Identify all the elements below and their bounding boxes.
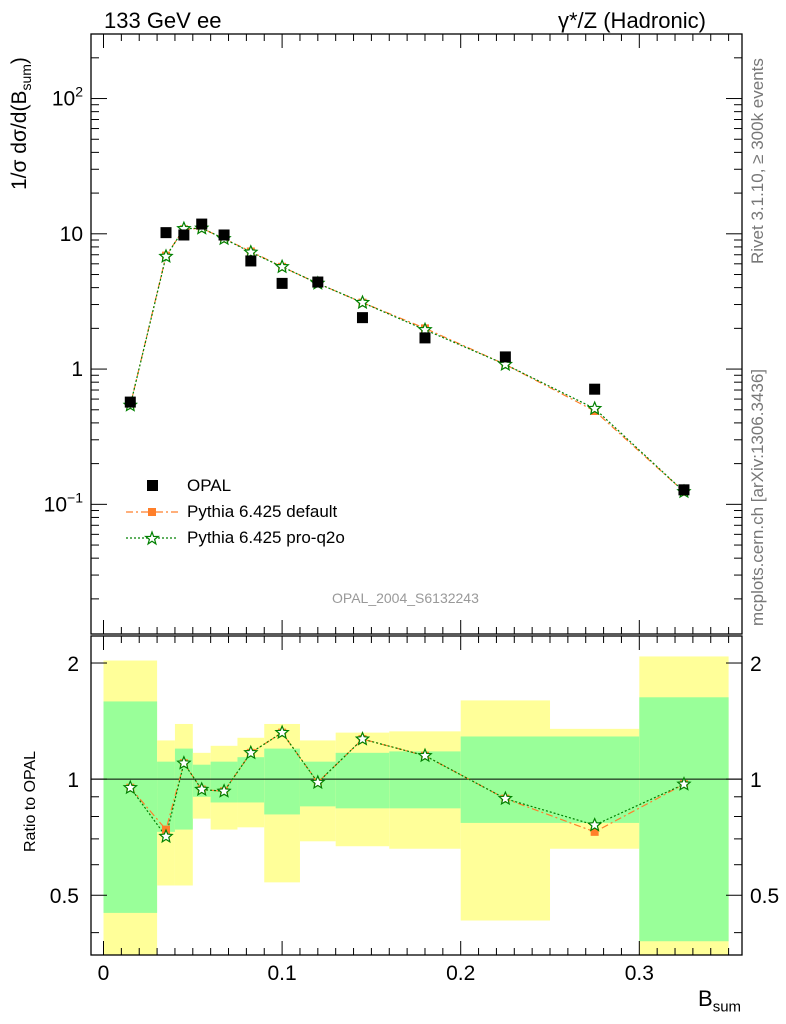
ratio-band-inner [639,697,729,942]
ratio-band-inner [210,761,238,803]
main-point-opal [245,255,257,267]
ratio-band-inner [335,752,390,809]
ratio-y-axis-label: Ratio to OPAL [22,750,39,852]
ratio-y-tick-label-right: 2 [750,653,762,676]
main-point-proq2o [243,244,259,259]
side-text-top: Rivet 3.1.10, ≥ 300k events [748,58,767,264]
main-y-tick-label: 1 [71,358,83,381]
main-point-opal [218,229,230,241]
ratio-band-inner [389,751,461,809]
ratio-band-inner [157,761,175,832]
ratio-plot-frame [90,635,743,956]
x-tick-label: 0.2 [446,962,475,985]
ratio-point-proq2o [194,781,210,797]
main-point-proq2o [274,258,290,274]
main-y-axis-label: 1/σ dσ/d(Bsum) [8,57,35,190]
main-point-opal [196,218,208,230]
main-point-opal [589,383,601,395]
main-line-proq2o [129,227,685,493]
ratio-y-tick-label-left: 0.5 [50,885,79,908]
ratio-band-inner [550,736,640,823]
x-tick-label: 0.3 [625,962,654,985]
main-y-tick-label: 10 [60,223,83,246]
main-plot-frame [90,33,743,635]
ratio-point-proq2o [676,776,692,791]
legend-square-marker [147,480,158,491]
ratio-point-proq2o [310,774,326,790]
main-point-proq2o [586,400,603,416]
ratio-point-default [590,827,599,836]
main-point-opal [499,351,511,363]
main-line-default [129,227,685,493]
ratio-point-proq2o [243,744,259,760]
ratio-point-proq2o [122,779,139,795]
main-y-tick-label: 10−1 [44,489,84,516]
ratio-y-tick-label-right: 0.5 [750,885,779,908]
legend-label-default: Pythia 6.425 default [187,502,338,521]
x-axis-title: Bsum [698,986,742,1016]
ratio-point-proq2o [274,724,290,740]
ratio-point-proq2o [497,790,513,806]
ratio-band-inner [103,701,158,913]
main-point-opal [178,229,190,241]
main-point-opal [356,312,368,324]
ratio-point-proq2o [587,817,603,832]
ratio-y-tick-label-left: 2 [67,653,79,676]
x-tick-label: 0 [98,962,110,985]
legend-orange-marker [126,508,178,516]
main-point-opal [160,227,172,239]
ratio-point-proq2o [354,731,371,746]
side-text-bottom: mcplots.cern.ch [arXiv:1306.3436] [748,368,767,626]
main-point-opal [678,484,690,496]
legend-label-proq2o: Pythia 6.425 pro-q2o [187,528,345,547]
main-point-proq2o [158,248,174,263]
ratio-y-tick-label-right: 1 [750,769,762,792]
main-point-proq2o [354,294,371,310]
ratio-band-inner [264,748,300,815]
ratio-point-proq2o [216,783,232,798]
main-y-tick-label: 102 [52,84,83,111]
main-point-opal [276,277,288,289]
analysis-id: OPAL_2004_S6132243 [332,590,479,606]
header-right: γ*/Z (Hadronic) [558,8,706,33]
x-tick-label: 0.1 [268,962,297,985]
ratio-y-tick-label-left: 1 [67,769,79,792]
legend-label-opal: OPAL [187,476,232,495]
main-point-opal [312,276,324,288]
ratio-point-proq2o [417,747,433,763]
header-left: 133 GeV ee [104,8,222,33]
main-point-opal [419,332,431,344]
legend-star-marker [126,530,178,546]
ratio-point-proq2o [158,828,174,844]
ratio-band-inner [237,757,265,803]
main-point-opal [124,396,136,408]
ratio-point-proq2o [176,755,192,770]
ratio-band-inner [460,736,551,823]
